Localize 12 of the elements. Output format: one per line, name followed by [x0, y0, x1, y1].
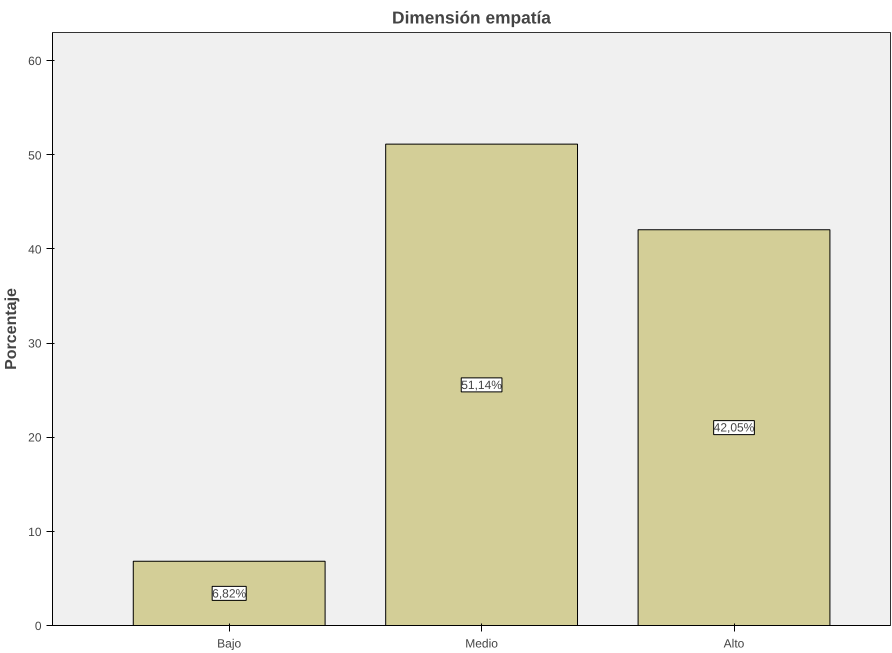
y-tick-label: 20 — [28, 430, 42, 445]
x-tick-label: Alto — [724, 636, 745, 650]
x-tick-label: Medio — [465, 636, 498, 650]
x-tick-label: Bajo — [217, 636, 242, 650]
chart-title: Dimensión empatía — [392, 8, 552, 28]
y-tick-label: 50 — [28, 148, 42, 162]
y-tick-label: 10 — [28, 524, 42, 539]
y-tick-label: 0 — [34, 619, 42, 633]
y-axis-title: Porcentaje — [3, 288, 20, 370]
y-tick-label: 40 — [28, 242, 42, 256]
y-tick-label: 60 — [28, 54, 42, 68]
y-tick-label: 30 — [28, 336, 42, 351]
